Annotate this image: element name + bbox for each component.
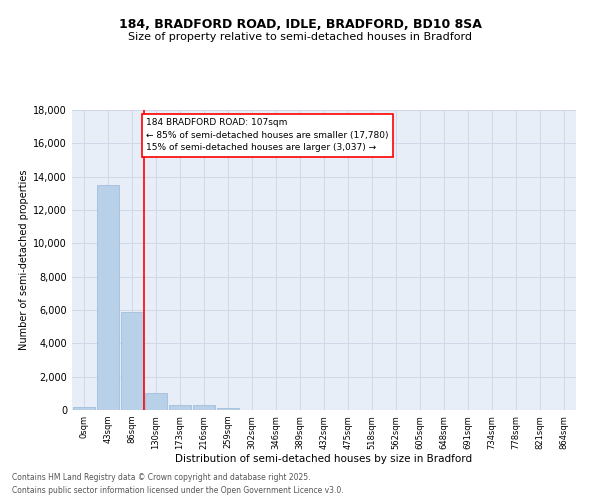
Bar xyxy=(193,405,215,410)
Text: Contains public sector information licensed under the Open Government Licence v3: Contains public sector information licen… xyxy=(12,486,344,495)
Text: 184 BRADFORD ROAD: 107sqm
← 85% of semi-detached houses are smaller (17,780)
15%: 184 BRADFORD ROAD: 107sqm ← 85% of semi-… xyxy=(146,118,389,152)
Text: Contains HM Land Registry data © Crown copyright and database right 2025.: Contains HM Land Registry data © Crown c… xyxy=(12,474,311,482)
Bar xyxy=(217,408,239,410)
Bar xyxy=(169,404,191,410)
Y-axis label: Number of semi-detached properties: Number of semi-detached properties xyxy=(19,170,29,350)
Bar xyxy=(73,406,95,410)
Text: Size of property relative to semi-detached houses in Bradford: Size of property relative to semi-detach… xyxy=(128,32,472,42)
Bar xyxy=(145,394,167,410)
Bar xyxy=(121,312,143,410)
Text: 184, BRADFORD ROAD, IDLE, BRADFORD, BD10 8SA: 184, BRADFORD ROAD, IDLE, BRADFORD, BD10… xyxy=(119,18,481,30)
X-axis label: Distribution of semi-detached houses by size in Bradford: Distribution of semi-detached houses by … xyxy=(175,454,473,464)
Bar xyxy=(97,185,119,410)
